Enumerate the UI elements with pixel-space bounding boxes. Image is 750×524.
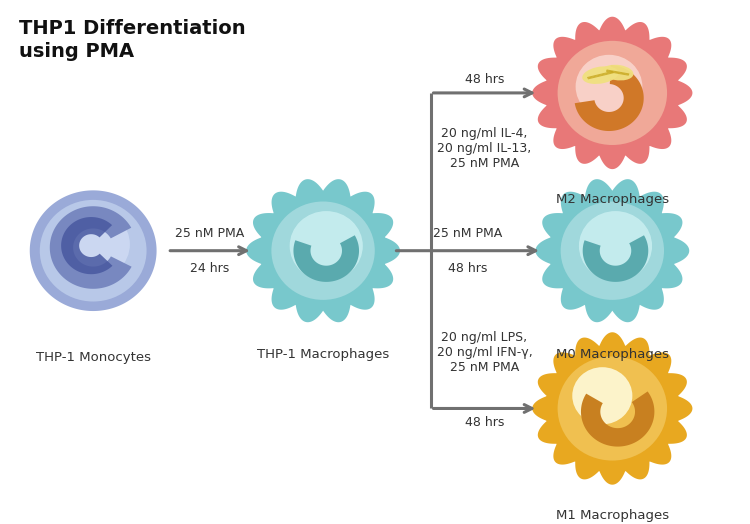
Ellipse shape	[40, 200, 146, 301]
Polygon shape	[581, 391, 655, 446]
Ellipse shape	[575, 55, 642, 118]
Ellipse shape	[557, 41, 667, 145]
Text: 48 hrs: 48 hrs	[465, 72, 504, 85]
Polygon shape	[293, 235, 359, 282]
Ellipse shape	[602, 65, 634, 81]
Polygon shape	[574, 65, 644, 131]
Polygon shape	[583, 235, 648, 282]
Text: M1 Macrophages: M1 Macrophages	[556, 509, 669, 522]
Text: 25 nM PMA: 25 nM PMA	[433, 227, 502, 240]
Text: M0 Macrophages: M0 Macrophages	[556, 347, 669, 361]
Ellipse shape	[272, 202, 375, 300]
Text: 24 hrs: 24 hrs	[190, 261, 230, 275]
Polygon shape	[532, 332, 692, 485]
Text: THP-1 Monocytes: THP-1 Monocytes	[36, 351, 151, 364]
Text: 20 ng/ml IL-4,
20 ng/ml IL-13,
25 nM PMA: 20 ng/ml IL-4, 20 ng/ml IL-13, 25 nM PMA	[437, 127, 532, 170]
Polygon shape	[50, 206, 131, 289]
Text: THP1 Differentiation
using PMA: THP1 Differentiation using PMA	[19, 19, 246, 61]
Text: 25 nM PMA: 25 nM PMA	[176, 227, 244, 240]
Ellipse shape	[582, 67, 619, 84]
Text: 48 hrs: 48 hrs	[448, 261, 488, 275]
Text: 20 ng/ml LPS,
20 ng/ml IFN-γ,
25 nM PMA: 20 ng/ml LPS, 20 ng/ml IFN-γ, 25 nM PMA	[436, 331, 532, 374]
Text: 48 hrs: 48 hrs	[465, 416, 504, 429]
Polygon shape	[62, 217, 112, 274]
Polygon shape	[30, 190, 157, 311]
Text: THP-1 Macrophages: THP-1 Macrophages	[257, 347, 389, 361]
Ellipse shape	[572, 367, 632, 424]
Ellipse shape	[56, 210, 130, 279]
Polygon shape	[536, 179, 689, 322]
Ellipse shape	[290, 211, 363, 281]
Polygon shape	[246, 179, 400, 322]
Ellipse shape	[557, 356, 667, 461]
Text: M2 Macrophages: M2 Macrophages	[556, 193, 669, 206]
Polygon shape	[532, 17, 692, 169]
Ellipse shape	[579, 211, 652, 281]
Ellipse shape	[561, 202, 664, 300]
